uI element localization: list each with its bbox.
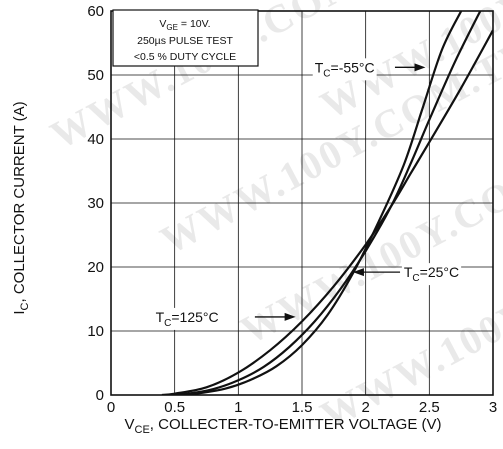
annotation-arrowhead [414,63,426,72]
x-tick-label: 1 [234,399,242,416]
condition-pulse-test: 250µs PULSE TEST [137,35,233,47]
label-tc-25: TC=25°C [404,264,459,284]
label-background [312,58,377,81]
x-axis-title: VCE, COLLECTER-TO-EMITTER VOLTAGE (V) [125,416,442,436]
x-tick-label: 2.5 [419,399,440,416]
curves [161,11,493,395]
y-tick-label: 60 [87,3,104,20]
x-axis-ticks: 0 0.5 1 1.5 2 2.5 3 [107,399,497,416]
curve-annotations: TC=-55°C TC=25°C TC=125°C [153,58,462,330]
label-tc-minus55: TC=-55°C [315,59,375,79]
x-tick-label: 3 [489,399,497,416]
x-tick-label: 0 [107,399,115,416]
y-axis-ticks: 0 10 20 30 40 50 60 [87,3,104,404]
label-background [153,307,221,330]
x-tick-label: 1.5 [292,399,313,416]
y-tick-label: 40 [87,131,104,148]
y-tick-label: 30 [87,195,104,212]
condition-vge: VGE = 10V. [159,18,210,32]
plot-frame [110,10,494,396]
curve-tc-125 [161,29,493,395]
y-tick-label: 10 [87,323,104,340]
condition-duty-cycle: <0.5 % DUTY CYCLE [134,51,236,63]
curve-tc-25 [168,11,482,395]
test-conditions-box: VGE = 10V. 250µs PULSE TEST <0.5 % DUTY … [112,9,259,67]
curve-tc-minus55 [180,11,463,395]
watermark-layer: WWW.100Y.COM.TWWWW.100Y.COM.TWWWW.100Y.C… [43,0,503,438]
y-tick-label: 0 [96,387,104,404]
annotation-arrowhead [352,268,364,277]
x-tick-label: 0.5 [164,399,185,416]
annotation-arrowhead [284,312,296,321]
y-axis-title: IC, COLLECTOR CURRENT (A) [11,101,31,314]
y-tick-label: 50 [87,67,104,84]
label-tc-125: TC=125°C [156,309,219,329]
label-background [401,263,462,286]
y-tick-label: 20 [87,259,104,276]
x-tick-label: 2 [361,399,369,416]
